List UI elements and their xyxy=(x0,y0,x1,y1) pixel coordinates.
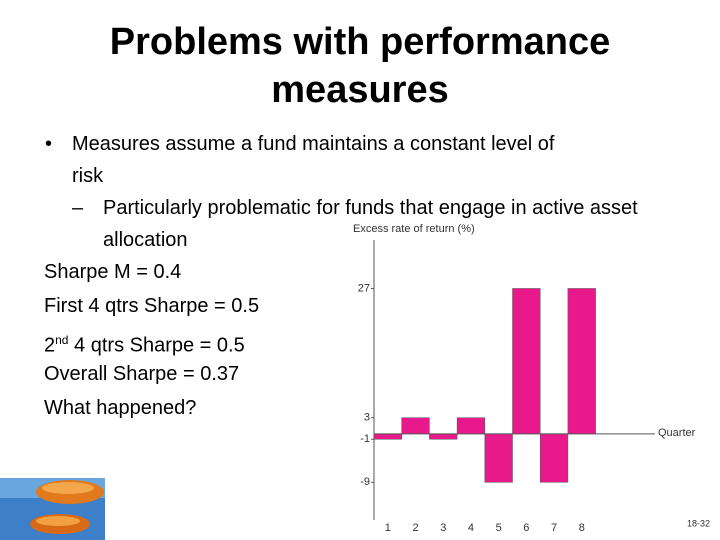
x-tick-label: 7 xyxy=(551,522,557,534)
x-tick-label: 8 xyxy=(579,522,585,534)
text-line: Overall Sharpe = 0.37 xyxy=(44,363,240,385)
x-tick-label: 6 xyxy=(523,522,529,534)
decor-pebbles xyxy=(0,478,105,540)
x-tick-label: 4 xyxy=(468,522,474,534)
text-line: First 4 qtrs Sharpe = 0.5 xyxy=(44,295,260,317)
y-tick-label: -9 xyxy=(360,476,370,488)
bar xyxy=(456,417,486,435)
x-tick-label: 1 xyxy=(385,522,391,534)
bar xyxy=(484,433,513,483)
y-axis-label: Excess rate of return (%) xyxy=(353,223,475,235)
y-tick-label: 3 xyxy=(364,412,370,424)
text: 2 xyxy=(44,334,56,357)
sub-bullet: Particularly problematic for funds that … xyxy=(103,197,638,251)
bar xyxy=(429,433,458,440)
sub-bullet-dash: – xyxy=(72,197,84,219)
x-tick-label: 3 xyxy=(440,522,446,534)
bar xyxy=(539,433,569,483)
bar xyxy=(401,417,430,435)
y-tick-label: 27 xyxy=(358,282,370,294)
x-axis-label: Quarter xyxy=(658,427,696,439)
superscript: nd xyxy=(55,333,69,347)
bar xyxy=(567,288,596,435)
x-tick-label: 5 xyxy=(496,522,502,534)
y-tick-label: -1 xyxy=(360,433,370,445)
page-number: 18-32 xyxy=(687,518,710,528)
text: 4 qtrs Sharpe = 0.5 xyxy=(74,334,245,357)
bullet: Measures assume a fund maintains a const… xyxy=(72,133,555,187)
x-tick-label: 2 xyxy=(412,522,418,534)
bullet-dot: • xyxy=(45,133,53,155)
text-line: 2nd 4 qtrs Sharpe = 0.5 xyxy=(44,324,245,362)
title: Problems with performance measures xyxy=(109,21,611,111)
text-line: Sharpe M = 0.4 xyxy=(44,261,182,283)
bar xyxy=(512,288,541,435)
bar xyxy=(373,433,402,440)
text-line: What happened? xyxy=(44,397,197,419)
